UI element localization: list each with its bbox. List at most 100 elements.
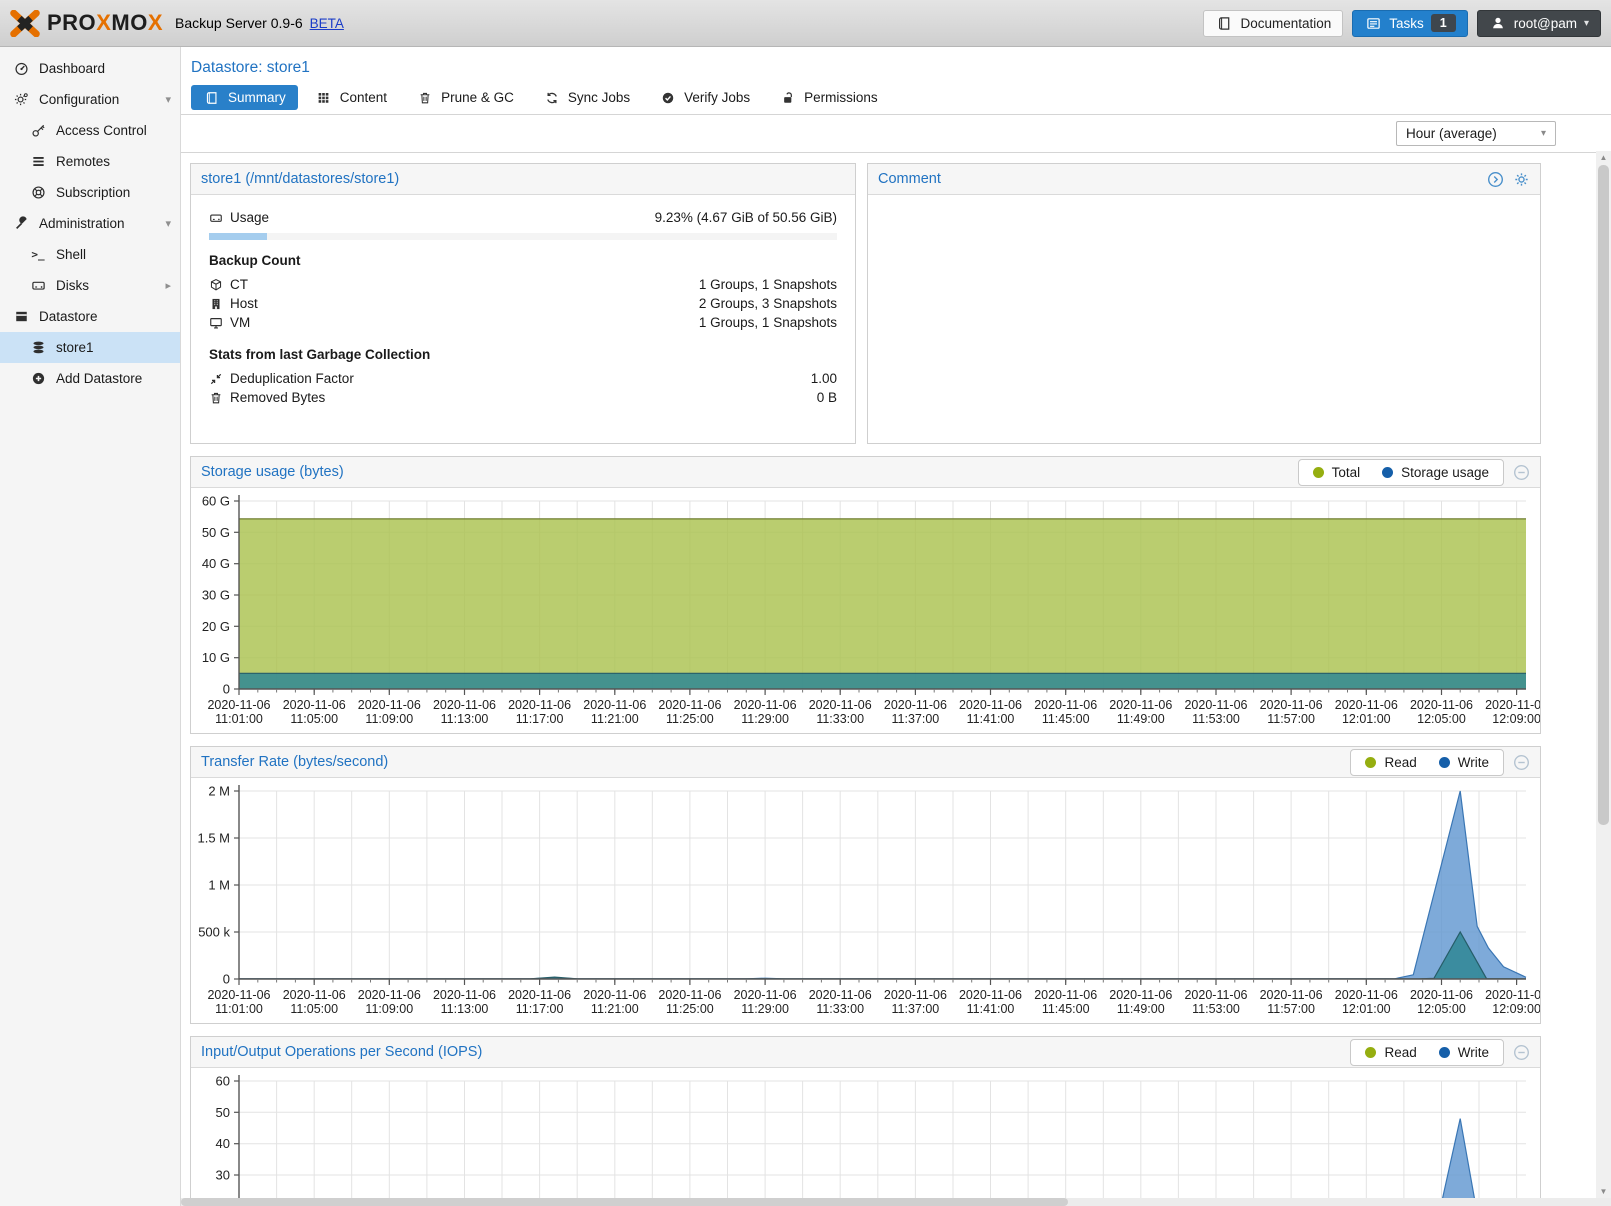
archive-box-icon [12, 309, 30, 324]
chevron-down-icon: ▾ [1540, 128, 1546, 139]
svg-text:11:05:00: 11:05:00 [290, 712, 338, 726]
chevron-down-icon[interactable]: ▾ [165, 94, 171, 106]
tasks-count-badge: 1 [1430, 14, 1456, 32]
svg-text:2020-11-06: 2020-11-06 [358, 988, 421, 1002]
svg-text:11:33:00: 11:33:00 [816, 1002, 864, 1016]
svg-text:11:33:00: 11:33:00 [816, 712, 864, 726]
database-icon [29, 340, 47, 355]
sidebar-item-configuration[interactable]: Configuration ▾ [0, 84, 180, 115]
collapse-circle-minus-icon[interactable] [1513, 754, 1530, 771]
storage-chart-title: Storage usage (bytes) [201, 464, 344, 480]
svg-text:50 G: 50 G [202, 525, 230, 540]
user-menu-button[interactable]: root@pam ▾ [1476, 9, 1601, 37]
legend-dot-read [1365, 756, 1377, 768]
svg-text:11:49:00: 11:49:00 [1117, 712, 1165, 726]
sidebar-item-administration[interactable]: Administration ▾ [0, 208, 180, 239]
svg-text:2020-11-06: 2020-11-06 [583, 988, 646, 1002]
tab-summary[interactable]: Summary [191, 85, 298, 110]
check-circle-icon [659, 91, 677, 105]
chevron-down-icon[interactable]: ▾ [165, 218, 171, 230]
sidebar-item-remotes[interactable]: Remotes [0, 146, 180, 177]
svg-text:11:41:00: 11:41:00 [967, 1002, 1015, 1016]
svg-text:12:01:00: 12:01:00 [1342, 1002, 1391, 1016]
transfer-rate-panel: Transfer Rate (bytes/second) Read Write … [190, 746, 1541, 1024]
legend-dot-total [1312, 466, 1324, 478]
chevron-right-icon[interactable]: ▸ [165, 280, 171, 292]
horizontal-scrollbar[interactable] [181, 1198, 1611, 1206]
username-label: root@pam [1513, 15, 1577, 31]
tab-prune-gc[interactable]: Prune & GC [404, 85, 526, 110]
svg-text:11:01:00: 11:01:00 [215, 712, 263, 726]
svg-text:2020-11-06: 2020-11-06 [583, 698, 646, 712]
svg-text:2020-11-06: 2020-11-06 [508, 988, 571, 1002]
svg-text:11:57:00: 11:57:00 [1267, 712, 1315, 726]
horizontal-scrollbar-thumb[interactable] [181, 1198, 1068, 1206]
documentation-button[interactable]: Documentation [1203, 9, 1344, 37]
plus-circle-icon [29, 371, 47, 386]
sidebar-item-datastore[interactable]: Datastore [0, 301, 180, 332]
tab-permissions[interactable]: Permissions [767, 85, 890, 110]
transfer-chart-legend: Read Write [1350, 748, 1504, 776]
svg-text:11:49:00: 11:49:00 [1117, 1002, 1165, 1016]
comment-body[interactable] [868, 195, 1540, 443]
usage-label: Usage [230, 210, 270, 225]
legend-dot-write [1438, 1046, 1450, 1058]
legend-total[interactable]: Total [1312, 465, 1360, 480]
tab-sync-jobs[interactable]: Sync Jobs [531, 85, 642, 110]
expand-circle-icon[interactable] [1487, 171, 1504, 188]
list-bars-icon [29, 154, 47, 169]
vm-row: VM 1 Groups, 1 Snapshots [209, 313, 837, 332]
sidebar-item-subscription[interactable]: Subscription [0, 177, 180, 208]
product-name: Backup Server 0.9-6 [175, 15, 303, 31]
sidebar-item-store1[interactable]: store1 [0, 332, 180, 363]
svg-text:12:09:00: 12:09:00 [1492, 712, 1540, 726]
sidebar-item-dashboard[interactable]: Dashboard [0, 53, 180, 84]
legend-write[interactable]: Write [1438, 755, 1489, 770]
collapse-circle-minus-icon[interactable] [1513, 464, 1530, 481]
svg-text:0: 0 [223, 972, 230, 987]
timeframe-select[interactable]: Hour (average) ▾ [1396, 121, 1556, 146]
svg-text:11:13:00: 11:13:00 [441, 1002, 489, 1016]
scroll-up-arrow[interactable]: ▲ [1599, 153, 1608, 162]
scroll-down-arrow[interactable]: ▼ [1599, 1187, 1608, 1196]
vertical-scrollbar-thumb[interactable] [1598, 165, 1609, 825]
vertical-scrollbar[interactable]: ▲ ▼ [1596, 151, 1611, 1198]
host-row: Host 2 Groups, 3 Snapshots [209, 294, 837, 313]
svg-text:30 G: 30 G [202, 588, 230, 603]
collapse-circle-minus-icon[interactable] [1513, 1044, 1530, 1061]
sidebar-item-disks[interactable]: Disks ▸ [0, 270, 180, 301]
datastore-panel-title: store1 (/mnt/datastores/store1) [201, 171, 400, 187]
tab-verify-jobs[interactable]: Verify Jobs [647, 85, 762, 110]
legend-storage-usage[interactable]: Storage usage [1382, 465, 1489, 480]
trash-icon [209, 391, 230, 405]
svg-text:11:17:00: 11:17:00 [516, 1002, 564, 1016]
chevron-down-icon: ▾ [1583, 17, 1589, 29]
svg-text:2020-11-06: 2020-11-06 [1260, 698, 1323, 712]
sidebar-item-access-control[interactable]: Access Control [0, 115, 180, 146]
sidebar-item-add-datastore[interactable]: Add Datastore [0, 363, 180, 394]
svg-text:2 M: 2 M [208, 784, 230, 799]
tab-content[interactable]: Content [303, 85, 399, 110]
svg-text:2020-11-06: 2020-11-06 [1260, 988, 1323, 1002]
svg-text:11:21:00: 11:21:00 [591, 1002, 639, 1016]
beta-link[interactable]: BETA [309, 15, 344, 31]
svg-text:2020-11-06: 2020-11-06 [358, 698, 421, 712]
summary-panels: store1 (/mnt/datastores/store1) Usage 9.… [181, 153, 1550, 1206]
legend-read[interactable]: Read [1365, 1045, 1417, 1060]
svg-text:2020-11-06: 2020-11-06 [1485, 698, 1540, 712]
svg-text:2020-11-06: 2020-11-06 [1410, 698, 1473, 712]
usage-progressbar [209, 233, 837, 240]
svg-text:11:45:00: 11:45:00 [1042, 1002, 1090, 1016]
svg-text:11:57:00: 11:57:00 [1267, 1002, 1315, 1016]
svg-text:2020-11-06: 2020-11-06 [809, 988, 872, 1002]
legend-read[interactable]: Read [1365, 755, 1417, 770]
gear-icon[interactable] [1513, 171, 1530, 188]
legend-write[interactable]: Write [1438, 1045, 1489, 1060]
tasks-button[interactable]: Tasks 1 [1352, 9, 1468, 37]
usage-row: Usage 9.23% (4.67 GiB of 50.56 GiB) [209, 208, 837, 227]
svg-text:2020-11-06: 2020-11-06 [884, 988, 947, 1002]
book-icon [1215, 16, 1233, 31]
cube-icon [209, 278, 230, 292]
svg-text:11:25:00: 11:25:00 [666, 1002, 714, 1016]
sidebar-item-shell[interactable]: >_ Shell [0, 239, 180, 270]
